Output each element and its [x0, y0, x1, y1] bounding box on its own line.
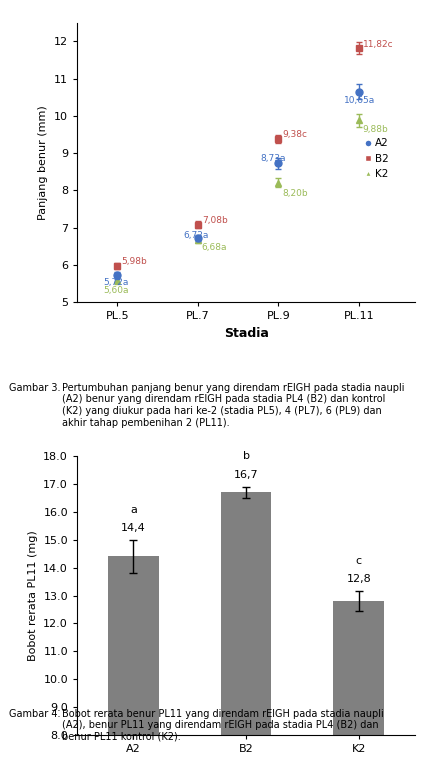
Y-axis label: Panjang benur (mm): Panjang benur (mm): [39, 105, 48, 220]
Text: 10,65a: 10,65a: [344, 96, 375, 105]
Text: b: b: [243, 452, 250, 462]
Text: 5,60a: 5,60a: [103, 286, 128, 295]
Text: 6,68a: 6,68a: [202, 243, 227, 252]
Text: 5,98b: 5,98b: [121, 258, 147, 266]
Text: Gambar 3.: Gambar 3.: [9, 383, 60, 393]
X-axis label: Stadia: Stadia: [224, 327, 268, 340]
Text: 6,72a: 6,72a: [183, 230, 209, 240]
Text: 9,38c: 9,38c: [282, 130, 307, 139]
Text: c: c: [356, 556, 362, 566]
Y-axis label: Bobot rerata PL11 (mg): Bobot rerata PL11 (mg): [28, 530, 38, 661]
Text: Pertumbuhan panjang benur yang direndam rElGH pada stadia naupli
(A2) benur yang: Pertumbuhan panjang benur yang direndam …: [62, 383, 404, 428]
Text: 12,8: 12,8: [346, 575, 371, 584]
Text: 8,20b: 8,20b: [282, 189, 308, 198]
Text: Gambar 4.: Gambar 4.: [9, 709, 60, 719]
Text: 7,08b: 7,08b: [202, 217, 228, 225]
Text: 9,88b: 9,88b: [363, 125, 389, 134]
Bar: [221, 492, 271, 758]
Bar: [108, 556, 159, 758]
Text: 14,4: 14,4: [121, 523, 146, 533]
Text: Bobot rerata benur PL11 yang direndam rElGH pada stadia naupli
(A2), benur PL11 : Bobot rerata benur PL11 yang direndam rE…: [62, 709, 384, 742]
Text: a: a: [130, 505, 137, 515]
Text: 8,73a: 8,73a: [261, 154, 286, 163]
Bar: [333, 601, 384, 758]
Text: 5,72a: 5,72a: [103, 277, 128, 287]
Text: 16,7: 16,7: [234, 470, 259, 480]
Text: 11,82c: 11,82c: [363, 40, 393, 49]
Legend: A2, B2, K2: A2, B2, K2: [360, 134, 393, 183]
